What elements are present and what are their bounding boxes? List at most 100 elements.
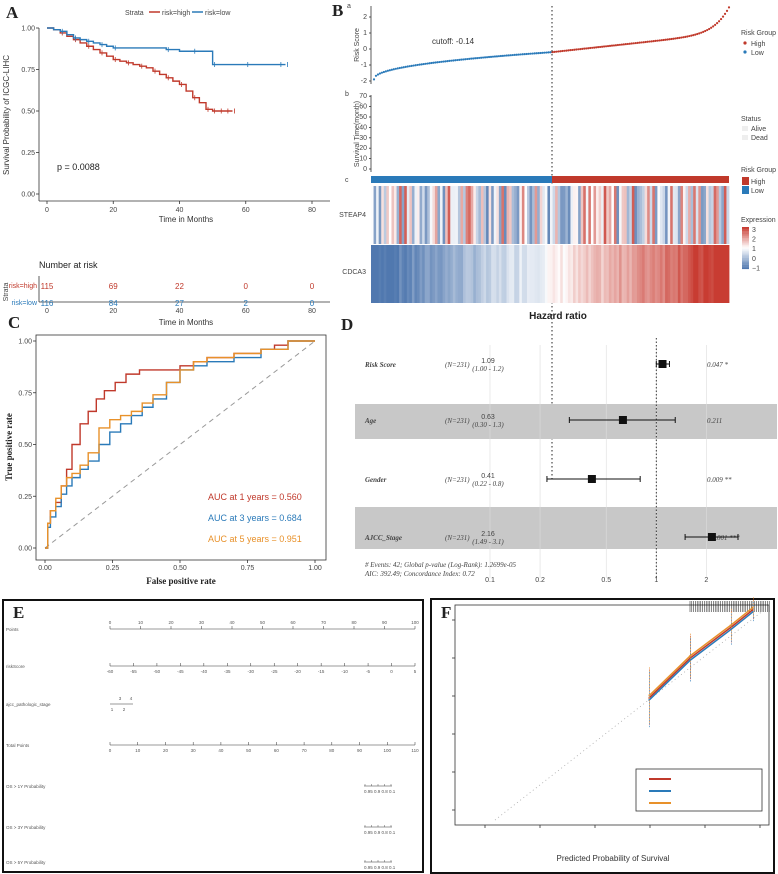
risk-point: [646, 40, 649, 43]
heatmap-cell-cdca3: [721, 245, 725, 303]
expr-legend-gradient: [742, 256, 749, 258]
km-x-tick-label: 80: [308, 207, 316, 214]
risk-table-value: 0: [310, 282, 315, 291]
risk-point: [434, 61, 437, 64]
heatmap-cell-cdca3: [550, 245, 553, 303]
heatmap-cell-steap4: [608, 186, 612, 244]
nomogram-stage-tick-bottom: 2: [123, 707, 126, 712]
risk-table-x-axis-title: Time in Months: [159, 318, 213, 327]
risk-legend-high-dot: [743, 41, 747, 45]
forest-band-stage: [355, 507, 777, 549]
heatmap-cell-steap4: [445, 186, 449, 244]
heatmap-cell-cdca3: [498, 245, 502, 303]
heatmap-cell-cdca3: [457, 245, 461, 303]
expr-legend-gradient: [742, 241, 749, 243]
expr-legend-gradient: [742, 228, 749, 230]
heatmap-cell-steap4: [698, 186, 702, 244]
risk-point: [632, 42, 635, 45]
calibration-point: ×: [729, 625, 732, 630]
heatmap-cell-steap4: [631, 186, 635, 244]
nomogram-risk-tick-label: -55: [130, 669, 137, 674]
heatmap-cell-steap4: [606, 186, 610, 244]
nomogram-points-tick-label: 40: [229, 620, 235, 625]
forest-point: [587, 475, 596, 483]
forest-band-age: [355, 404, 777, 439]
heatmap-cell-steap4: [521, 186, 525, 244]
heatmap-cell-cdca3: [649, 245, 653, 303]
risk-point: [634, 41, 637, 45]
forest-x-tick-label: 0.2: [535, 577, 545, 584]
calibration-x-axis-title: Predicted Probability of Survival: [557, 854, 670, 863]
heatmap-cell-steap4: [721, 186, 725, 244]
heatmap-cell-steap4: [524, 186, 528, 244]
heatmap-cell-cdca3: [642, 245, 646, 303]
heatmap-cell-steap4: [567, 186, 571, 244]
nomogram-row-label: ajcc_pathologic_stage: [6, 702, 51, 707]
risk-point: [478, 56, 481, 60]
expr-legend-gradient: [742, 235, 749, 237]
heatmap-cell-cdca3: [401, 245, 405, 303]
heatmap-cell-steap4: [644, 186, 648, 244]
heatmap-cell-steap4: [396, 186, 400, 244]
risk-point: [650, 40, 653, 43]
risk-point: [505, 54, 508, 57]
expr-legend-tick: 1: [752, 246, 756, 253]
heatmap-cell-cdca3: [511, 245, 515, 303]
nomogram-stage-tick-bottom: 1: [111, 707, 114, 712]
risk-point: [444, 60, 447, 63]
heatmap-cell-cdca3: [634, 245, 638, 303]
heatmap-cell-cdca3: [688, 245, 692, 303]
heatmap-cell-steap4: [723, 186, 727, 244]
time-y-tick-label: 30: [359, 135, 367, 142]
risk-point: [600, 45, 604, 48]
calibration-point: ×: [689, 658, 692, 663]
risk-point: [388, 69, 391, 72]
risk-point: [543, 51, 546, 54]
expr-legend-gradient: [742, 262, 749, 264]
roc-y-tick-label: 1.00: [18, 339, 32, 346]
km-x-tick-label: 0: [45, 207, 49, 214]
nomogram-risk-tick-label: 0: [390, 669, 393, 674]
heatmap-cell-steap4: [682, 186, 686, 244]
risk-point: [604, 45, 608, 48]
heatmap-cell-cdca3: [588, 245, 592, 303]
heatmap-cell-steap4: [465, 186, 469, 244]
status-legend-dead-label: Dead: [751, 135, 768, 142]
risk-point: [670, 37, 673, 41]
risk-point: [719, 17, 723, 21]
risk-point: [511, 53, 514, 57]
risk-point: [644, 40, 647, 44]
risk-point: [537, 52, 540, 55]
calibration-point: ×: [729, 623, 732, 628]
risk-point: [696, 32, 699, 36]
heatmap-cell-cdca3: [659, 245, 663, 303]
heatmap-cell-steap4: [667, 186, 671, 244]
heatmap-cell-cdca3: [537, 245, 541, 303]
nomogram-total-tick-label: 70: [302, 748, 308, 753]
heatmap-cell-cdca3: [427, 245, 431, 303]
forest-row-label: AJCC_Stage: [364, 534, 402, 542]
heatmap-cell-steap4: [532, 186, 536, 244]
calibration-point: ×: [648, 695, 651, 700]
heatmap-cell-cdca3: [442, 245, 446, 303]
risk-point: [585, 47, 588, 50]
heatmap-cell-steap4: [534, 186, 538, 244]
km-curve-risk=low: [47, 27, 286, 66]
heatmap-cell-steap4: [470, 186, 474, 244]
risk-point: [579, 47, 582, 51]
risk-point: [446, 60, 449, 63]
nomogram-row-label: OS > 1Y Probability: [6, 784, 46, 789]
heatmap-cell-steap4: [619, 186, 622, 244]
risk-point: [678, 36, 681, 39]
heatmap-cell-cdca3: [713, 245, 717, 303]
nomogram-risk-tick-label: -20: [294, 669, 301, 674]
heatmap-cell-steap4: [611, 186, 615, 244]
heatmap-cell-steap4: [488, 186, 492, 244]
forest-point: [707, 533, 716, 541]
heatmap-cell-cdca3: [547, 245, 551, 303]
forest-x-tick-label: 0.5: [601, 577, 611, 584]
heatmap-cell-steap4: [514, 186, 518, 244]
heatmap-cell-steap4: [670, 186, 674, 244]
expr-legend-gradient: [742, 245, 749, 247]
risk-point: [638, 41, 641, 44]
